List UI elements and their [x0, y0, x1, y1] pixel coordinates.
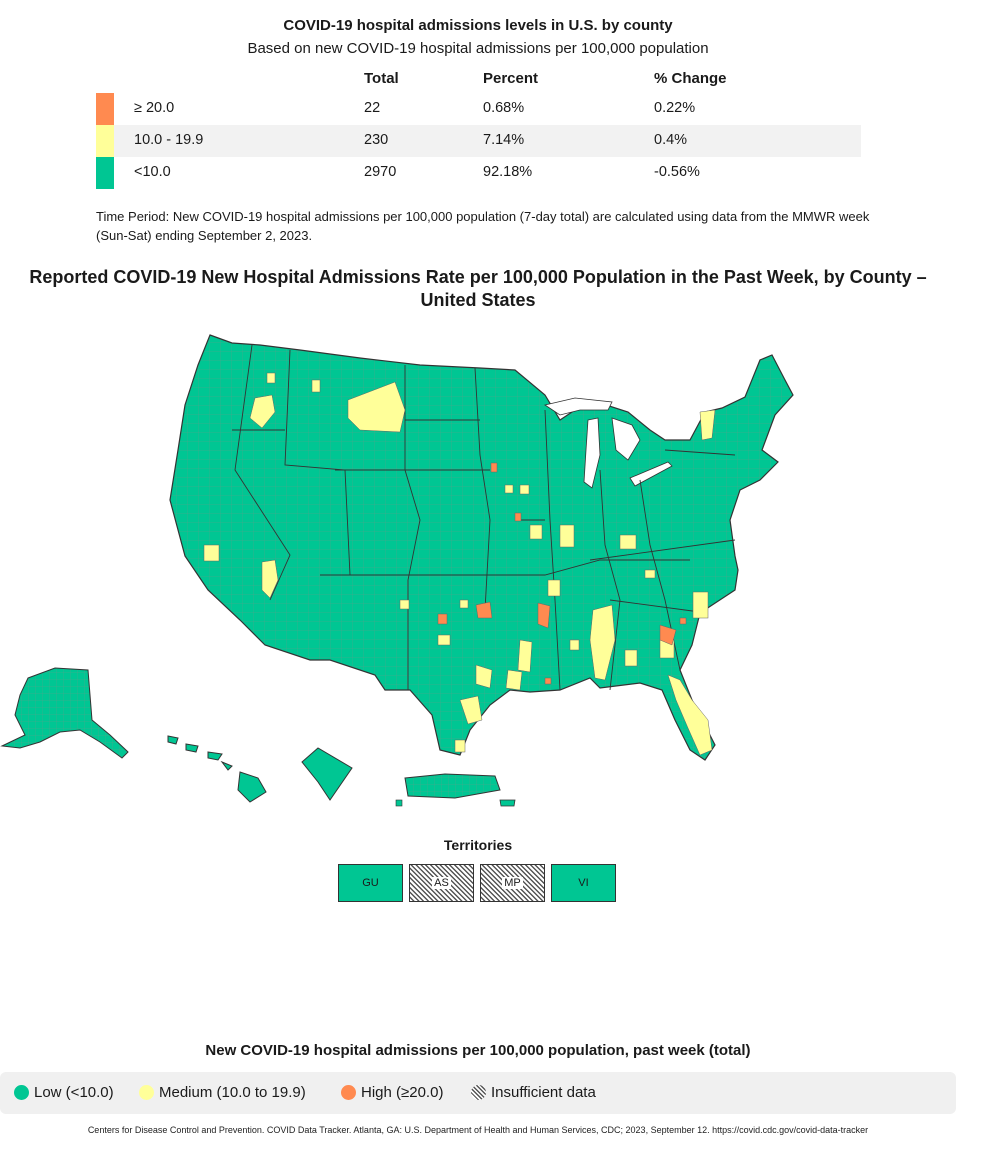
lake-michigan — [583, 417, 601, 489]
change-value: 0.22% — [654, 100, 696, 116]
legend-label: Medium (10.0 to 19.9) — [159, 1084, 306, 1101]
legend-label: High (≥20.0) — [361, 1084, 444, 1101]
total-value: 2970 — [364, 164, 397, 180]
table-row-low: <10.0 2970 92.18% -0.56% — [96, 157, 861, 189]
territories-title: Territories — [443, 837, 513, 853]
legend-item-high[interactable]: High (≥20.0) — [341, 1084, 443, 1101]
change-value: -0.56% — [654, 164, 700, 180]
legend-bar: Low (<10.0) Medium (10.0 to 19.9) High (… — [0, 1072, 956, 1114]
swatch-medium — [96, 125, 114, 157]
total-value: 230 — [364, 132, 389, 148]
hawaii[interactable] — [167, 735, 267, 803]
percent-value: 0.68% — [483, 100, 525, 116]
header-total: Total — [364, 70, 399, 87]
lake-huron — [611, 417, 641, 461]
header-percent: Percent — [483, 70, 539, 87]
legend-label: Low (<10.0) — [34, 1084, 114, 1101]
puerto-rico[interactable] — [404, 773, 501, 799]
territory-label: MP — [502, 877, 523, 889]
header-change: % Change — [654, 70, 727, 87]
range-label: 10.0 - 19.9 — [134, 132, 204, 148]
map-title: Reported COVID-19 New Hospital Admission… — [29, 267, 927, 310]
summary-title: COVID-19 hospital admissions levels in U… — [283, 17, 673, 34]
lake-erie — [629, 461, 673, 487]
total-value: 22 — [364, 100, 381, 116]
territory-mp[interactable]: MP — [480, 864, 545, 902]
time-period-note: Time Period: New COVID-19 hospital admis… — [96, 209, 870, 243]
territory-label: GU — [362, 877, 379, 889]
table-row-high: ≥ 20.0 22 0.68% 0.22% — [96, 93, 861, 125]
territory-vi[interactable]: VI — [551, 864, 616, 902]
territory-label: VI — [578, 877, 589, 889]
county-map[interactable] — [0, 318, 1000, 818]
percent-value: 7.14% — [483, 132, 525, 148]
range-label: ≥ 20.0 — [134, 100, 175, 116]
lake-superior — [544, 397, 613, 416]
low-dot-icon — [14, 1085, 29, 1100]
high-dot-icon — [341, 1085, 356, 1100]
legend-title: New COVID-19 hospital admissions per 100… — [205, 1042, 751, 1059]
medium-counties — [203, 372, 716, 756]
high-counties — [437, 462, 687, 685]
state-boundaries — [232, 344, 736, 691]
legend-item-medium[interactable]: Medium (10.0 to 19.9) — [139, 1084, 306, 1101]
hatched-dot-icon — [471, 1085, 486, 1100]
alaska[interactable] — [0, 667, 129, 759]
swatch-high — [96, 93, 114, 125]
table-row-medium: 10.0 - 19.9 230 7.14% 0.4% — [96, 125, 861, 157]
legend-item-low[interactable]: Low (<10.0) — [14, 1084, 114, 1101]
territory-label: AS — [432, 877, 451, 889]
medium-dot-icon — [139, 1085, 154, 1100]
legend-label: Insufficient data — [491, 1084, 596, 1101]
change-value: 0.4% — [654, 132, 688, 148]
range-label: <10.0 — [134, 164, 171, 180]
citation: Centers for Disease Control and Preventi… — [87, 1125, 869, 1135]
territory-as[interactable]: AS — [409, 864, 474, 902]
territory-gu[interactable]: GU — [338, 864, 403, 902]
virgin-islands[interactable] — [499, 799, 516, 807]
swatch-low — [96, 157, 114, 189]
summary-subtitle: Based on new COVID-19 hospital admission… — [247, 40, 709, 57]
pacific-territory-inset[interactable] — [301, 747, 353, 801]
percent-value: 92.18% — [483, 164, 533, 180]
pr-island — [395, 799, 403, 807]
legend-item-insufficient[interactable]: Insufficient data — [471, 1084, 596, 1101]
